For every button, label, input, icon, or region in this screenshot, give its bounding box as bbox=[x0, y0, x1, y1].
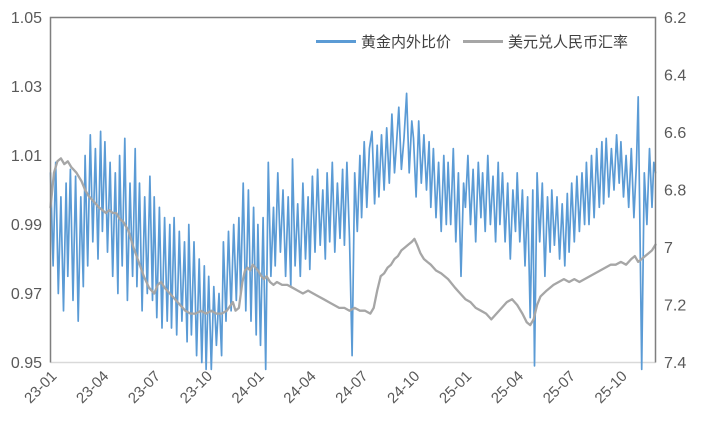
x-axis-tick: 24-07 bbox=[332, 368, 371, 407]
legend-item-gold-ratio: 黄金内外比价 bbox=[316, 31, 451, 52]
chart-legend: 黄金内外比价 美元兑人民币汇率 bbox=[316, 31, 628, 52]
y-axis-right-tick: 6.6 bbox=[664, 125, 686, 142]
legend-item-usdcny-rate: 美元兑人民币汇率 bbox=[463, 31, 628, 52]
y-axis-right-tick: 7 bbox=[664, 240, 673, 257]
y-axis-right-tick: 6.4 bbox=[664, 68, 686, 85]
series-line-usdcny-rate bbox=[49, 157, 657, 327]
y-axis-right-tick: 7.2 bbox=[664, 298, 686, 315]
x-axis-tick: 23-10 bbox=[177, 368, 216, 407]
y-axis-right-tick: 6.2 bbox=[664, 10, 686, 27]
y-axis-left-tick: 1.03 bbox=[11, 79, 42, 96]
legend-label-gold-ratio: 黄金内外比价 bbox=[361, 34, 452, 51]
y-axis-left-tick: 0.97 bbox=[11, 286, 42, 303]
y-axis-right-tick: 6.8 bbox=[664, 183, 686, 200]
plot-border bbox=[49, 16, 657, 363]
y-axis-left-tick: 1.05 bbox=[11, 10, 42, 27]
x-axis-tick: 25-01 bbox=[436, 368, 475, 407]
legend-label-usdcny-rate: 美元兑人民币汇率 bbox=[508, 34, 629, 51]
x-axis-tick: 23-01 bbox=[21, 368, 60, 407]
x-axis-tick: 23-07 bbox=[125, 368, 164, 407]
y-axis-left-tick: 0.95 bbox=[11, 355, 42, 372]
x-axis-tick: 24-01 bbox=[229, 368, 268, 407]
x-axis-tick: 25-10 bbox=[592, 368, 631, 407]
legend-line-swatch-gray bbox=[463, 40, 504, 43]
y-axis-left-tick: 0.99 bbox=[11, 217, 42, 234]
y-axis-left-tick: 1.01 bbox=[11, 148, 42, 165]
x-axis-tick: 23-04 bbox=[73, 368, 112, 407]
legend-line-swatch-blue bbox=[316, 40, 356, 43]
x-axis-tick: 25-07 bbox=[540, 368, 579, 407]
x-axis-tick: 24-04 bbox=[280, 368, 319, 407]
x-axis-tick: 24-10 bbox=[384, 368, 423, 407]
y-axis-right-tick: 7.4 bbox=[664, 355, 686, 372]
series-line-gold-ratio bbox=[49, 92, 657, 371]
x-axis-tick: 25-04 bbox=[488, 368, 527, 407]
